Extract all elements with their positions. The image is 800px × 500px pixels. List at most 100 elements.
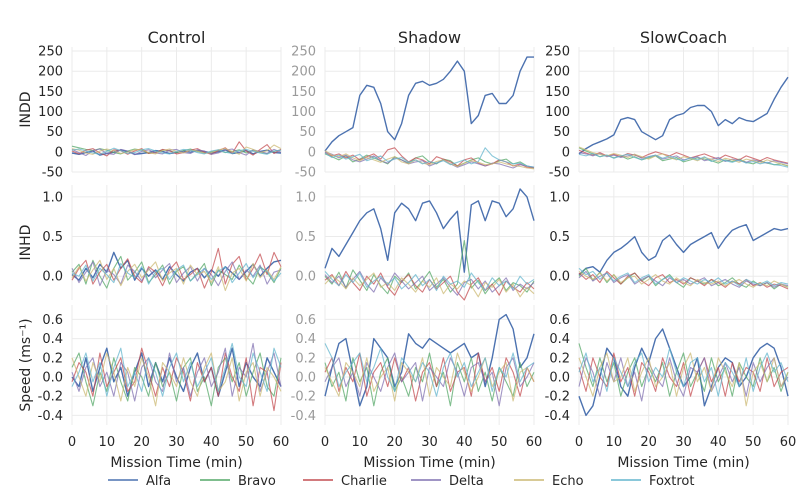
y-tick-label: 250 bbox=[545, 45, 570, 60]
y-tick-label: 1.0 bbox=[42, 190, 63, 205]
series-line-foxtrot bbox=[578, 267, 789, 287]
series-line-alfa bbox=[324, 313, 535, 407]
series-line-charlie bbox=[71, 347, 282, 412]
y-tick-label: 50 bbox=[553, 125, 570, 140]
y-tick-label: 200 bbox=[38, 65, 63, 80]
y-tick-label: 0.2 bbox=[295, 351, 316, 366]
column-title-control: Control bbox=[148, 28, 206, 47]
x-tick-label: 50 bbox=[491, 435, 508, 450]
series-line-foxtrot bbox=[324, 271, 535, 292]
x-tick-label: 20 bbox=[640, 435, 657, 450]
y-tick-label: -0.2 bbox=[545, 390, 570, 405]
x-tick-label: 40 bbox=[456, 435, 473, 450]
x-tick-label: 40 bbox=[710, 435, 727, 450]
series-line-echo bbox=[578, 352, 789, 407]
series-line-foxtrot bbox=[578, 347, 789, 397]
x-tick-label: 60 bbox=[273, 435, 290, 450]
y-tick-label: 0 bbox=[562, 145, 570, 160]
series-line-delta bbox=[578, 270, 789, 288]
panels-layer: 250200150100500-50250200150100500-502502… bbox=[38, 45, 797, 471]
y-axis-label: INHD bbox=[18, 225, 34, 261]
y-tick-label: -50 bbox=[42, 166, 63, 181]
series-group-r0-c2 bbox=[578, 76, 789, 168]
x-tick-label: 50 bbox=[745, 435, 762, 450]
series-line-alfa bbox=[578, 223, 789, 276]
series-line-bravo bbox=[578, 343, 789, 397]
y-tick-label: 100 bbox=[38, 105, 63, 120]
series-line-echo bbox=[324, 352, 535, 402]
y-tick-label: 0.0 bbox=[549, 270, 570, 285]
series-line-alfa bbox=[71, 347, 282, 397]
column-title-shadow: Shadow bbox=[398, 28, 461, 47]
legend-label: Foxtrot bbox=[649, 474, 694, 489]
x-tick-label: 0 bbox=[321, 435, 329, 450]
x-tick-label: 10 bbox=[352, 435, 369, 450]
y-tick-label: -0.4 bbox=[291, 409, 316, 424]
series-line-foxtrot bbox=[324, 147, 535, 168]
x-tick-label: 0 bbox=[68, 435, 76, 450]
series-line-alfa bbox=[578, 76, 789, 155]
y-tick-label: 0.5 bbox=[42, 230, 63, 245]
x-tick-label: 20 bbox=[133, 435, 150, 450]
legend-label: Charlie bbox=[341, 474, 387, 489]
x-tick-label: 10 bbox=[99, 435, 116, 450]
series-group-r0-c1 bbox=[324, 56, 535, 170]
y-tick-label: -0.2 bbox=[291, 390, 316, 405]
y-tick-label: 150 bbox=[545, 85, 570, 100]
series-group-r1-c1 bbox=[324, 188, 535, 301]
y-tick-label: 50 bbox=[46, 125, 63, 140]
x-axis-label: Mission Time (min) bbox=[363, 455, 495, 471]
series-line-echo bbox=[71, 352, 282, 407]
x-tick-label: 0 bbox=[575, 435, 583, 450]
panel-r1-c0: 1.0 0.5 0.0 bbox=[42, 185, 282, 300]
series-line-charlie bbox=[71, 141, 282, 157]
series-group-r0-c0 bbox=[71, 141, 282, 157]
legend-item-delta: Delta bbox=[411, 474, 484, 489]
series-group-r1-c2 bbox=[578, 223, 789, 290]
y-tick-label: 0.2 bbox=[42, 351, 63, 366]
y-tick-label: 0.6 bbox=[42, 313, 63, 328]
series-line-delta bbox=[324, 151, 535, 169]
series-group-r2-c1 bbox=[324, 313, 535, 407]
y-tick-label: 0.5 bbox=[295, 230, 316, 245]
x-tick-label: 60 bbox=[780, 435, 797, 450]
column-title-slowcoach: SlowCoach bbox=[640, 28, 727, 47]
panel-r0-c1: 250 200 150 100 50 0 -50 bbox=[291, 45, 535, 181]
x-tick-label: 60 bbox=[526, 435, 543, 450]
series-line-alfa bbox=[71, 251, 282, 282]
x-tick-label: 30 bbox=[675, 435, 692, 450]
legend-label: Echo bbox=[552, 474, 584, 489]
y-tick-label: 0 bbox=[308, 145, 316, 160]
y-tick-label: 0.0 bbox=[549, 371, 570, 386]
series-line-foxtrot bbox=[71, 342, 282, 397]
y-tick-label: 150 bbox=[38, 85, 63, 100]
series-group-r1-c0 bbox=[71, 247, 282, 292]
labels-layer: Control Shadow SlowCoach INDD INHD Speed (ms⁻… bbox=[18, 28, 727, 412]
legend-item-bravo: Bravo bbox=[200, 474, 276, 489]
panel-r0-c2: 250 200 150 100 50 0 -50 bbox=[545, 45, 789, 181]
series-line-echo bbox=[324, 150, 535, 170]
y-tick-label: 0.6 bbox=[295, 313, 316, 328]
y-tick-label: 0.0 bbox=[42, 371, 63, 386]
series-line-delta bbox=[71, 342, 282, 402]
x-axis-label: Mission Time (min) bbox=[110, 455, 242, 471]
y-tick-label: 0.5 bbox=[549, 230, 570, 245]
series-line-alfa bbox=[324, 56, 534, 152]
y-axis-label: INDD bbox=[18, 91, 34, 127]
legend-label: Bravo bbox=[238, 474, 276, 489]
y-tick-label: 100 bbox=[291, 105, 316, 120]
y-tick-label: 1.0 bbox=[295, 190, 316, 205]
series-line-echo bbox=[578, 146, 789, 167]
series-line-bravo bbox=[324, 239, 535, 295]
y-tick-label: 0.0 bbox=[42, 270, 63, 285]
series-line-bravo bbox=[71, 255, 282, 289]
series-group-r2-c2 bbox=[578, 328, 789, 417]
y-tick-label: 0.0 bbox=[295, 270, 316, 285]
y-tick-label: 200 bbox=[545, 65, 570, 80]
y-tick-label: -0.4 bbox=[545, 409, 570, 424]
y-tick-label: 50 bbox=[299, 125, 316, 140]
x-tick-label: 30 bbox=[168, 435, 185, 450]
y-tick-label: -0.2 bbox=[38, 390, 63, 405]
legend-label: Alfa bbox=[146, 474, 171, 489]
series-line-delta bbox=[324, 352, 535, 407]
